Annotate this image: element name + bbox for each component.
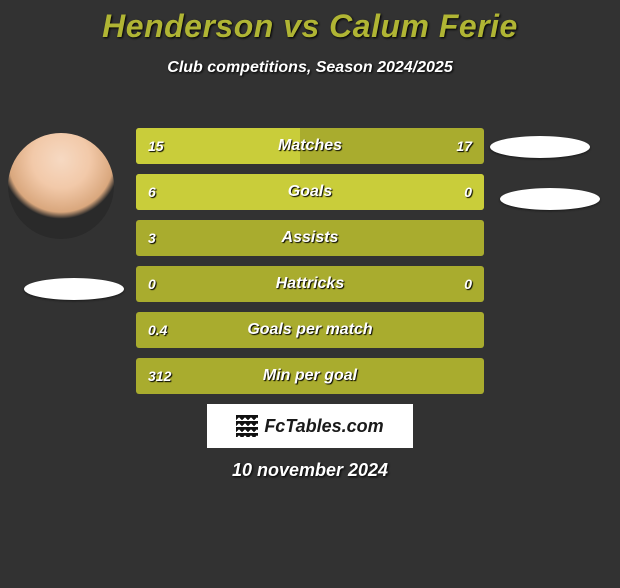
stat-row-assists: 3 Assists: [136, 220, 484, 256]
page-subtitle: Club competitions, Season 2024/2025: [0, 59, 620, 77]
stat-row-goals-per-match: 0.4 Goals per match: [136, 312, 484, 348]
stat-label: Min per goal: [136, 358, 484, 394]
stat-row-min-per-goal: 312 Min per goal: [136, 358, 484, 394]
stat-label: Hattricks: [136, 266, 484, 302]
decorative-ellipse: [490, 136, 590, 158]
decorative-ellipse: [500, 188, 600, 210]
page-title: Henderson vs Calum Ferie: [0, 8, 620, 45]
decorative-ellipse: [24, 278, 124, 300]
stat-label: Goals: [136, 174, 484, 210]
stat-label: Matches: [136, 128, 484, 164]
stat-value-right: 17: [456, 128, 472, 164]
avatar-left: [8, 133, 114, 239]
stat-label: Assists: [136, 220, 484, 256]
stat-label: Goals per match: [136, 312, 484, 348]
stat-row-hattricks: 0 Hattricks 0: [136, 266, 484, 302]
branding-badge: FcTables.com: [207, 404, 413, 448]
branding-text: FcTables.com: [264, 416, 383, 437]
branding-logo-icon: [236, 415, 258, 437]
date-text: 10 november 2024: [0, 460, 620, 481]
stat-value-right: 0: [464, 174, 472, 210]
stat-row-matches: 15 Matches 17: [136, 128, 484, 164]
stat-value-right: 0: [464, 266, 472, 302]
comparison-chart: 15 Matches 17 6 Goals 0 3 Assists 0 Hatt…: [136, 128, 484, 404]
stat-row-goals: 6 Goals 0: [136, 174, 484, 210]
